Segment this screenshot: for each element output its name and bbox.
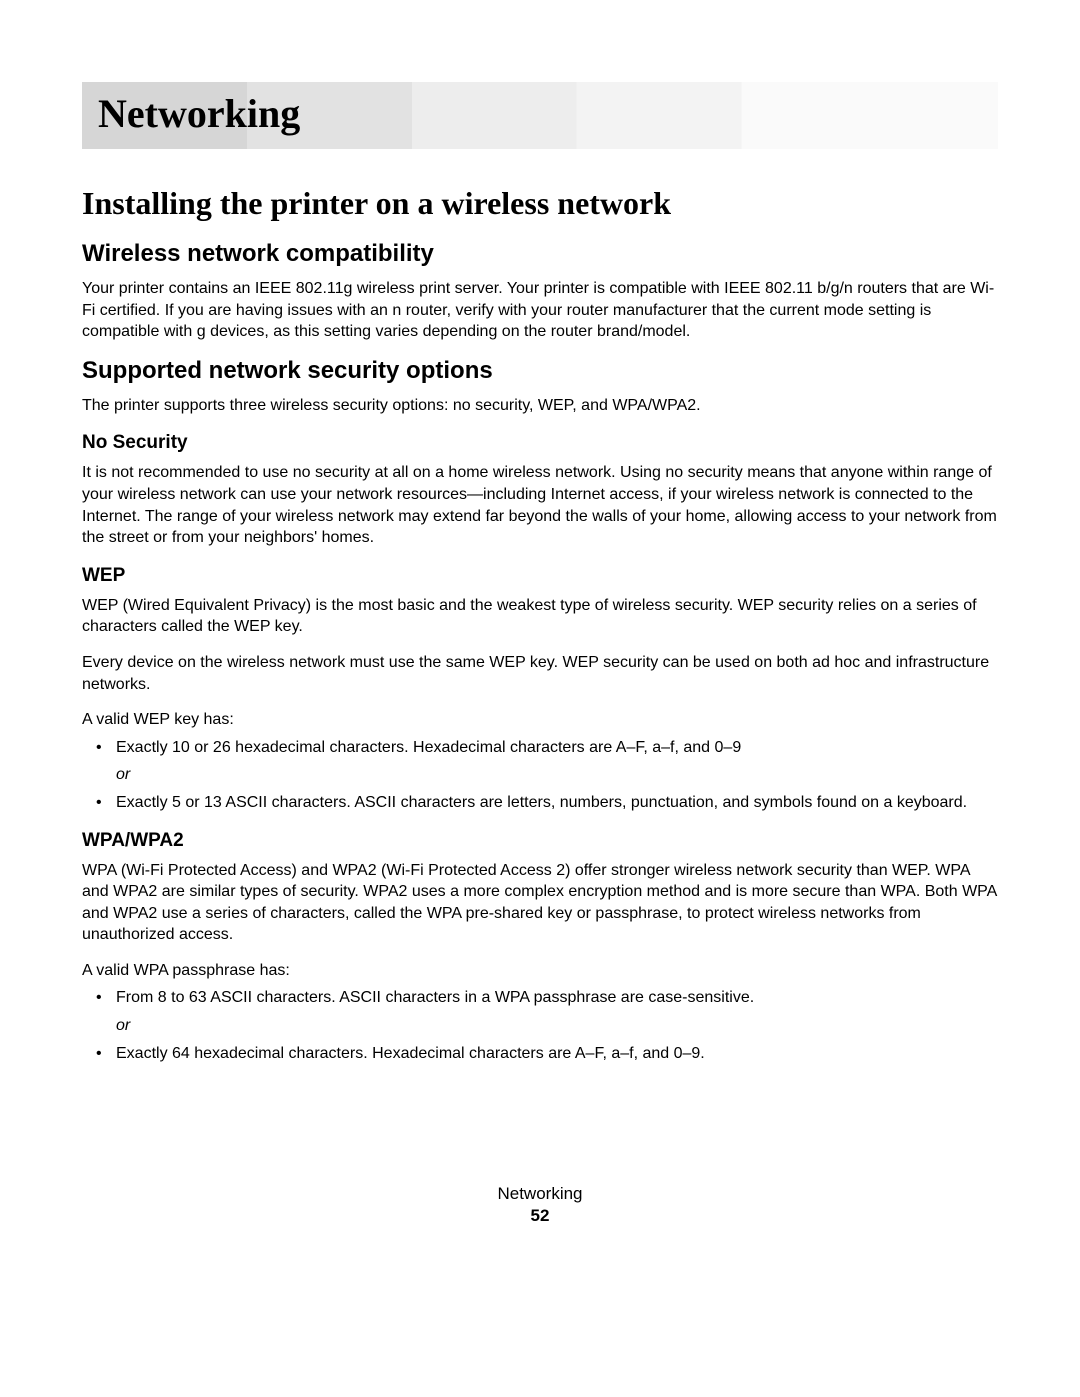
list-item: Exactly 5 or 13 ASCII characters. ASCII …	[110, 792, 998, 814]
topic-heading-wpa: WPA/WPA2	[82, 830, 998, 852]
paragraph: WPA (Wi-Fi Protected Access) and WPA2 (W…	[82, 860, 998, 946]
list-item: From 8 to 63 ASCII characters. ASCII cha…	[110, 987, 998, 1009]
bullet-list-wpa: From 8 to 63 ASCII characters. ASCII cha…	[82, 987, 998, 1064]
subsection-heading-security: Supported network security options	[82, 357, 998, 385]
list-item-or: or	[110, 1015, 998, 1037]
section-heading: Installing the printer on a wireless net…	[82, 185, 998, 222]
page-footer: Networking 52	[82, 1184, 998, 1226]
page-container: Networking Installing the printer on a w…	[0, 0, 1080, 1266]
paragraph: WEP (Wired Equivalent Privacy) is the mo…	[82, 595, 998, 638]
paragraph: The printer supports three wireless secu…	[82, 395, 998, 417]
bullet-list-wep: Exactly 10 or 26 hexadecimal characters.…	[82, 737, 998, 814]
list-item-or: or	[110, 764, 998, 786]
list-item: Exactly 10 or 26 hexadecimal characters.…	[110, 737, 998, 759]
paragraph: Your printer contains an IEEE 802.11g wi…	[82, 278, 998, 343]
footer-section-label: Networking	[82, 1184, 998, 1204]
paragraph: It is not recommended to use no security…	[82, 462, 998, 548]
list-item: Exactly 64 hexadecimal characters. Hexad…	[110, 1043, 998, 1065]
chapter-banner: Networking	[82, 82, 998, 149]
topic-heading-wep: WEP	[82, 565, 998, 587]
chapter-title: Networking	[98, 90, 982, 137]
paragraph: A valid WPA passphrase has:	[82, 960, 998, 982]
paragraph: A valid WEP key has:	[82, 709, 998, 731]
footer-page-number: 52	[82, 1206, 998, 1226]
subsection-heading-compatibility: Wireless network compatibility	[82, 240, 998, 268]
topic-heading-nosecurity: No Security	[82, 432, 998, 454]
paragraph: Every device on the wireless network mus…	[82, 652, 998, 695]
